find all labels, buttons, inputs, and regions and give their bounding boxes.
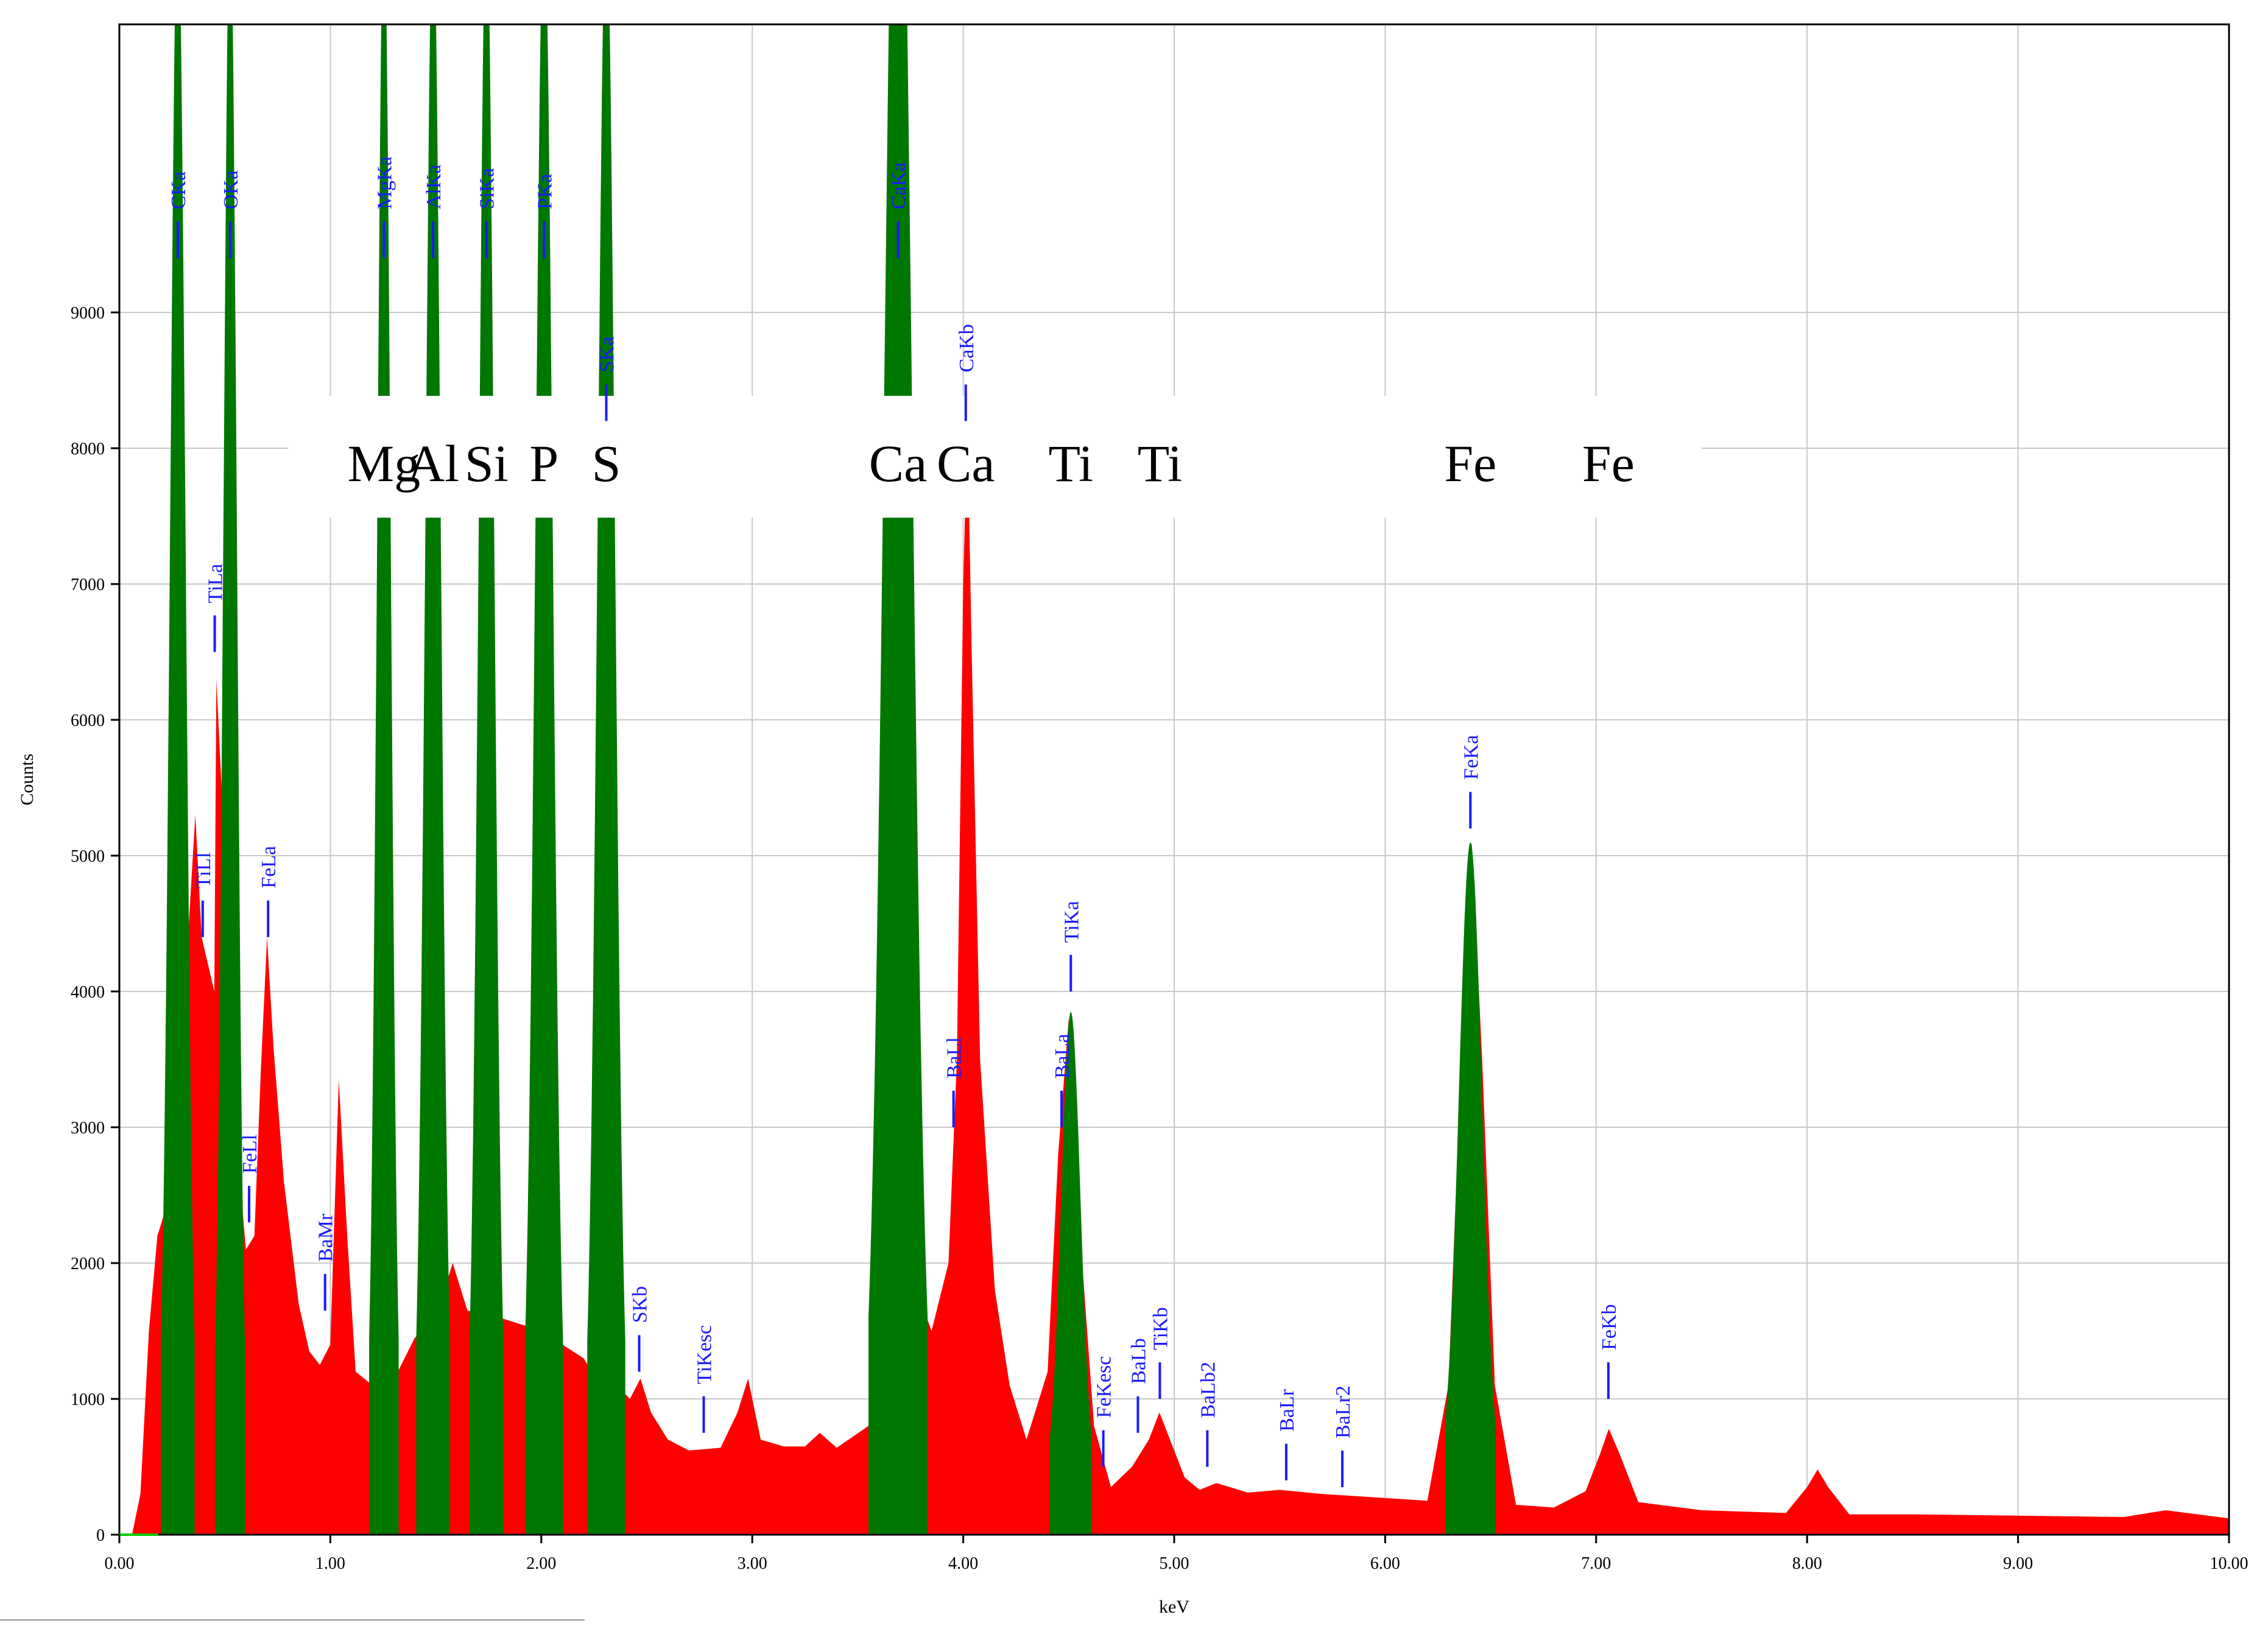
highlighted-peak: [416, 24, 450, 1535]
x-tick-label: 8.00: [1792, 1554, 1822, 1573]
peak-label: SKb: [629, 1286, 652, 1323]
highlighted-peak: [161, 24, 195, 1535]
highlighted-peak: [587, 24, 625, 1535]
spectrum-area: [119, 421, 2229, 1535]
element-label-band-bg: [288, 396, 1702, 518]
peak-label: FeLl: [239, 1135, 261, 1174]
y-tick-label: 4000: [71, 983, 105, 1002]
x-tick-label: 6.00: [1370, 1554, 1400, 1573]
peak-label: AlKa: [423, 164, 445, 209]
peak-label: TiKa: [1060, 901, 1083, 943]
element-label: Al: [407, 434, 459, 493]
highlighted-peak: [1049, 1012, 1092, 1535]
peak-label: TiLa: [205, 564, 227, 604]
element-label: Ti: [1138, 434, 1182, 493]
y-tick-label: 8000: [71, 440, 105, 459]
element-label: Fe: [1582, 434, 1635, 493]
peak-label: PKa: [534, 174, 556, 209]
highlighted-peak: [215, 24, 245, 1535]
peak-label: TiKesc: [694, 1325, 716, 1384]
peak-label: BaLb: [1127, 1338, 1150, 1384]
x-tick-label: 9.00: [2003, 1554, 2033, 1573]
x-tick-label: 3.00: [738, 1554, 767, 1573]
x-tick-label: 10.00: [2210, 1554, 2249, 1573]
element-label: Mg: [348, 434, 420, 493]
peak-label: FeKesc: [1093, 1356, 1116, 1418]
peak-label: BaLa: [1051, 1033, 1074, 1079]
element-label: Fe: [1444, 434, 1496, 493]
element-label: Ca: [937, 434, 995, 493]
highlighted-peaks: [161, 24, 1496, 1535]
y-axis-ticks: 0 1000 2000 3000 4000 5000 6000 7000 8000 9000: [71, 304, 119, 1545]
peak-label: CaKb: [956, 324, 978, 372]
peak-label: BaLr: [1276, 1389, 1298, 1432]
y-axis-title: Counts: [17, 753, 37, 805]
peak-label: OKa: [220, 171, 242, 209]
y-tick-label: 2000: [71, 1255, 105, 1273]
peak-label: BaLb2: [1197, 1362, 1219, 1418]
peak-label: FeLa: [258, 846, 280, 889]
x-tick-label: 5.00: [1160, 1554, 1189, 1573]
peak-label: FeKb: [1598, 1304, 1621, 1350]
peak-label: BaLr2: [1332, 1385, 1354, 1438]
highlighted-peak: [369, 24, 399, 1535]
y-tick-label: 5000: [71, 847, 105, 866]
highlighted-peak: [525, 24, 563, 1535]
highlighted-peak: [470, 24, 504, 1535]
element-label: P: [529, 434, 558, 493]
peak-label: TiKb: [1149, 1307, 1172, 1350]
peak-labels: CKa OKa MgKa AlKa SiKa PKa SKa CaKa CaKb TiLa TiLl…: [167, 157, 1621, 1487]
peak-label: SiKa: [476, 168, 499, 209]
peak-label: CKa: [167, 171, 190, 209]
y-tick-label: 3000: [71, 1119, 105, 1138]
element-label: Ca: [869, 434, 928, 493]
peak-label: TiLl: [192, 853, 215, 889]
element-label: S: [592, 434, 621, 493]
x-tick-label: 4.00: [948, 1554, 978, 1573]
peak-label: BaMr: [315, 1213, 337, 1262]
y-tick-label: 9000: [71, 304, 105, 323]
peak-label: SKa: [596, 337, 618, 373]
highlighted-peak: [868, 24, 928, 1535]
y-tick-label: 1000: [71, 1390, 105, 1409]
peak-label: FeKa: [1460, 735, 1482, 780]
x-tick-label: 0.00: [105, 1554, 135, 1573]
y-tick-label: 0: [96, 1526, 105, 1545]
gridlines: [119, 24, 2229, 1535]
x-tick-label: 7.00: [1581, 1554, 1611, 1573]
x-tick-label: 1.00: [315, 1554, 345, 1573]
spectrum-layer: [119, 421, 2229, 1535]
x-tick-label: 2.00: [526, 1554, 556, 1573]
x-axis-title: keV: [1159, 1597, 1189, 1617]
highlighted-peak: [1445, 842, 1496, 1535]
peak-label: BaLl: [943, 1037, 966, 1079]
peak-label: CaKa: [888, 162, 910, 209]
element-label: Ti: [1049, 434, 1093, 493]
peak-label: MgKa: [373, 157, 396, 209]
x-axis-ticks: 0.00 1.00 2.00 3.00 4.00 5.00 6.00 7.00 8.00 9.00…: [105, 1535, 2249, 1573]
y-tick-label: 7000: [71, 576, 105, 594]
element-label: Si: [465, 434, 509, 493]
y-tick-label: 6000: [71, 711, 105, 730]
